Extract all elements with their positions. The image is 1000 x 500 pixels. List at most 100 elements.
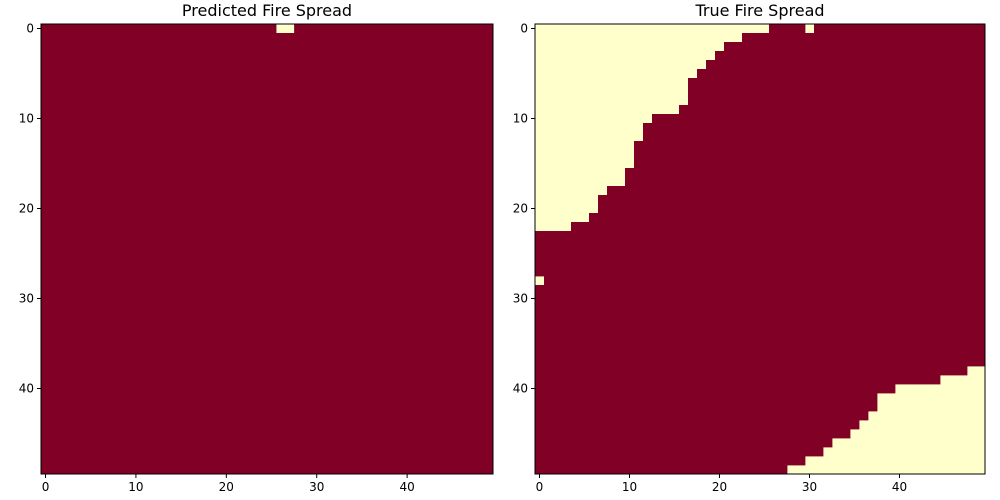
burned-cell-run [41,195,123,205]
burned-cell-run [688,78,869,88]
burned-cell-run [456,357,494,367]
burned-cell-run [886,366,905,376]
burned-cell-run [868,78,986,88]
burned-cell-run [643,132,986,142]
burned-cell-run [41,330,494,340]
heatmap-cells [535,24,986,475]
burned-cell-run [447,366,494,376]
y-tick-label: 10 [19,112,34,126]
burned-cell-run [652,114,986,124]
burned-cell-run [68,231,494,241]
burned-cell-run [598,204,986,214]
burned-cell-run [41,60,205,70]
burned-cell-run [535,240,986,250]
burned-cell-run [742,33,770,43]
burned-cell-run [535,357,932,367]
burned-cell-run [357,438,494,448]
y-tick-label: 40 [513,382,528,396]
burned-cell-run [41,33,232,43]
burned-cell-run [796,33,842,43]
burned-cell-run [877,42,986,52]
x-tick-label: 40 [892,480,907,494]
burned-cell-run [41,24,277,34]
x-tick-label: 20 [712,480,727,494]
burned-cell-run [203,60,494,70]
burned-cell-run [330,456,494,466]
burned-cell-run [41,69,196,79]
burned-cell-run [212,51,494,61]
burned-cell-run [634,150,986,160]
y-tick-label: 40 [19,382,34,396]
burned-cell-run [104,204,494,214]
x-tick-label: 0 [536,480,544,494]
burned-cell-run [41,366,449,376]
burned-cell-run [535,366,887,376]
burned-cell-run [86,222,494,232]
burned-cell-run [41,393,422,403]
burned-cell-run [544,276,986,286]
burned-cell-run [321,465,494,475]
burned-cell-run [41,159,141,169]
burned-cell-run [535,447,824,457]
x-tick-label: 10 [128,480,143,494]
burned-cell-run [41,87,177,97]
burned-cell-run [571,222,986,232]
burned-cell-run [411,402,494,412]
burned-cell-run [158,132,494,142]
burned-cell-run [339,447,494,457]
burned-cell-run [167,123,494,133]
burned-cell-run [535,456,806,466]
y-tick-label: 0 [520,22,528,36]
burned-cell-run [122,195,494,205]
burned-cell-run [176,105,494,115]
burned-cell-run [41,258,494,268]
burned-cell-run [643,123,986,133]
x-tick-label: 30 [802,480,817,494]
burned-cell-run [366,429,494,439]
chart-title: Predicted Fire Spread [182,1,352,20]
burned-cell-run [41,141,150,151]
burned-cell-run [535,285,986,295]
burned-cell-run [850,51,869,61]
burned-cell-run [41,285,494,295]
burned-cell-run [598,195,986,205]
burned-cell-run [859,60,986,70]
burned-cell-run [41,132,159,142]
true-fire-spread-panel: True Fire Spread 0 10 20 30 40 0 10 20 30 40 [513,1,986,494]
burned-cell-run [41,249,51,259]
burned-cell-run [294,24,494,34]
burned-cell-run [41,429,367,439]
burned-cell-run [535,384,878,394]
burned-cell-run [41,321,494,331]
burned-cell-run [41,231,69,241]
x-tick-label: 10 [622,480,637,494]
burned-cell-run [41,411,394,421]
burned-cell-run [393,411,494,421]
burned-cell-run [41,384,431,394]
burned-cell-run [167,114,494,124]
burned-cell-run [194,69,494,79]
burned-cell-run [140,168,494,178]
x-axis: 0 10 20 30 40 [536,474,907,494]
burned-cell-run [859,42,878,52]
burned-cell-run [769,24,806,34]
burned-cell-run [41,51,214,61]
burned-cell-run [41,438,358,448]
burned-cell-run [41,267,494,277]
burned-cell-run [751,42,860,52]
burned-cell-run [41,240,60,250]
burned-cell-run [634,141,986,151]
burned-cell-run [438,375,494,385]
burned-cell-run [931,366,968,376]
y-tick-label: 30 [513,292,528,306]
burned-cell-run [535,312,986,322]
burned-cell-run [221,42,494,52]
burned-cell-run [877,375,914,385]
burned-cell-run [230,33,494,43]
burned-cell-run [922,375,941,385]
burned-cell-run [41,276,494,286]
burned-cell-run [41,150,150,160]
burned-cell-run [535,465,788,475]
y-tick-label: 10 [513,112,528,126]
burned-cell-run [625,168,986,178]
